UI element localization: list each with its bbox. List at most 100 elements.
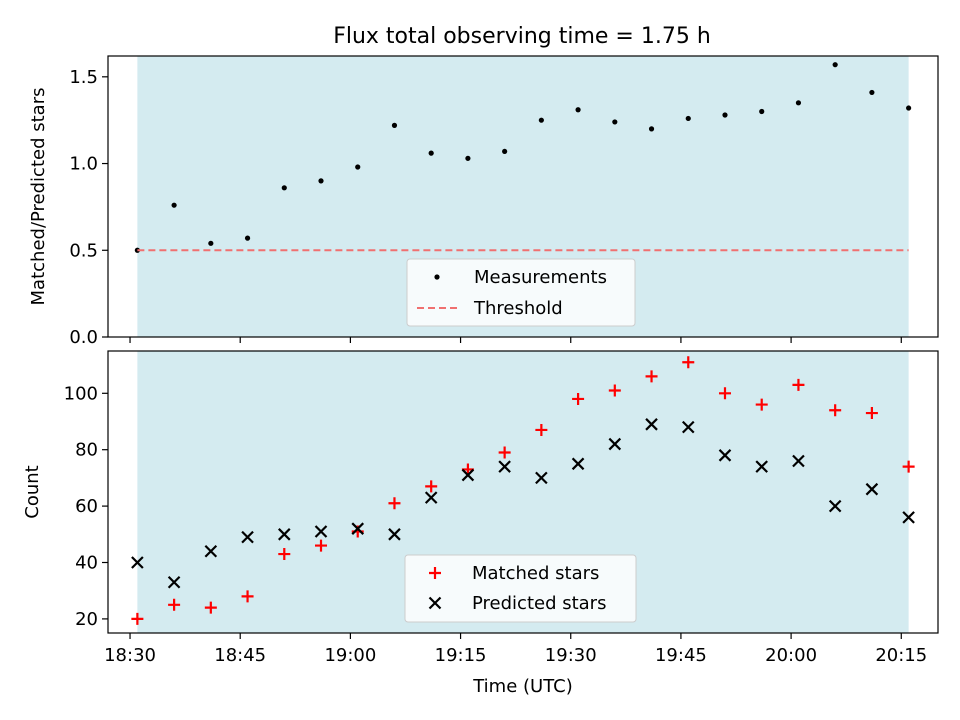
- chart-title: Flux total observing time = 1.75 h: [333, 24, 711, 49]
- matched-starspoint: [755, 398, 768, 411]
- predicted-starspoint: [718, 449, 732, 462]
- predicted-starspoint: [571, 457, 585, 471]
- measurementspoint: [795, 100, 802, 106]
- measurementspoint: [428, 150, 434, 156]
- top-legend: Measurements Threshold: [406, 258, 636, 327]
- matched-starspoint: [682, 356, 695, 369]
- measurementspoint: [465, 155, 471, 161]
- matched-starspoint: [131, 612, 144, 625]
- predicted-starspoint: [498, 460, 511, 473]
- predicted-starspoint: [535, 471, 548, 485]
- measurementspoint: [832, 62, 838, 68]
- legend-marker-measurements: [434, 274, 440, 280]
- x-tick-label: 19:00: [324, 645, 376, 666]
- measurementspoint: [722, 112, 728, 118]
- measurementspoint: [538, 117, 544, 123]
- x-tick-label: 19:15: [435, 645, 487, 666]
- measurementspoint: [208, 240, 214, 246]
- matched-starspoint: [865, 407, 878, 420]
- predicted-starspoint: [314, 525, 328, 538]
- measurementspoint: [759, 108, 765, 115]
- measurementspoint: [391, 122, 398, 128]
- bottom-series-layer: [131, 356, 915, 625]
- predicted-starspoint: [461, 468, 475, 482]
- matched-starspoint: [388, 497, 401, 510]
- bottom-y-axis: 20 40 60 80 100: [64, 383, 108, 630]
- predicted-starspoint: [608, 437, 622, 451]
- predicted-starspoint: [351, 522, 365, 535]
- predicted-starspoint: [131, 556, 144, 569]
- matched-starspoint: [168, 598, 181, 611]
- matched-starspoint: [535, 423, 548, 436]
- matched-starspoint: [902, 460, 915, 473]
- predicted-starspoint: [278, 528, 291, 541]
- y-tick-label: 1.0: [69, 154, 98, 175]
- bottom-legend: Matched stars Predicted stars: [404, 554, 637, 623]
- legend-label-predicted: Predicted stars: [472, 593, 606, 614]
- measurementspoint: [869, 89, 875, 96]
- top-y-axis: 0.0 0.5 1.0 1.5: [69, 67, 108, 348]
- matched-starspoint: [278, 548, 291, 561]
- x-tick-label: 19:45: [655, 645, 707, 666]
- x-tick-label: 18:45: [214, 645, 266, 666]
- measurementspoint: [685, 115, 691, 122]
- top-series-layer: [134, 62, 912, 253]
- measurementspoint: [281, 185, 287, 191]
- legend-label-matched: Matched stars: [472, 563, 599, 584]
- predicted-starspoint: [865, 482, 879, 496]
- predicted-starspoint: [167, 575, 181, 589]
- measurementspoint: [244, 235, 251, 241]
- y-tick-label: 20: [75, 609, 98, 630]
- matched-starspoint: [204, 601, 217, 614]
- measurementspoint: [502, 148, 508, 155]
- y-tick-label: 80: [75, 440, 98, 461]
- matched-starspoint: [498, 446, 511, 459]
- y-tick-label: 1.5: [69, 67, 98, 88]
- bottom-x-axis: 18:30 18:45 19:00 19:15 19:30 19:45 20:00 20:15: [104, 633, 927, 666]
- bottom-panel: 20 40 60 80 100 18:30 18:45 19:00 19:15 19:30 19:…: [22, 350, 939, 697]
- y-tick-label: 40: [75, 553, 98, 574]
- matched-starspoint: [315, 539, 328, 552]
- predicted-starspoint: [388, 528, 401, 541]
- bottom-y-axis-label: Count: [22, 465, 43, 518]
- bottom-legend-box: [404, 554, 637, 623]
- y-tick-label: 60: [75, 496, 98, 517]
- predicted-starspoint: [645, 418, 658, 431]
- measurementspoint: [612, 119, 618, 125]
- predicted-starspoint: [204, 544, 218, 558]
- y-tick-label: 0.0: [69, 327, 98, 348]
- legend-label-measurements: Measurements: [474, 267, 607, 288]
- legend-plus-marker: [429, 567, 441, 579]
- predicted-starspoint: [681, 420, 695, 434]
- top-legend-box: [406, 258, 636, 327]
- measurementspoint: [575, 107, 581, 113]
- predicted-starspoint: [755, 460, 768, 473]
- x-tick-label: 19:30: [545, 645, 597, 666]
- legend-x-marker: [428, 596, 442, 610]
- measurementspoint: [171, 202, 177, 208]
- matched-starspoint: [425, 480, 438, 493]
- top-panel: 0.0 0.5 1.0 1.5 Matched/Predicted stars Mea…: [28, 55, 939, 348]
- top-x-axis: [129, 337, 902, 343]
- matched-starspoint: [461, 463, 474, 476]
- matched-starspoint: [608, 384, 621, 397]
- top-axes-frame: [107, 55, 939, 338]
- measurementspoint: [355, 164, 361, 170]
- x-axis-label: Time (UTC): [472, 676, 573, 697]
- predicted-starspoint: [828, 499, 842, 513]
- predicted-starspoint: [241, 530, 254, 544]
- predicted-starspoint: [792, 454, 805, 468]
- y-tick-label: 100: [64, 383, 98, 404]
- top-y-axis-label: Matched/Predicted stars: [28, 88, 49, 306]
- measurementspoint: [318, 178, 324, 184]
- bottom-axes-frame: [107, 350, 939, 634]
- y-tick-label: 0.5: [69, 240, 98, 261]
- legend-marker-predicted: [428, 596, 442, 610]
- legend-marker-matched: [429, 567, 441, 579]
- legend-label-threshold: Threshold: [473, 298, 563, 319]
- predicted-starspoint: [902, 511, 915, 524]
- measurementspoint: [906, 105, 912, 111]
- x-tick-label: 20:00: [765, 645, 817, 666]
- matched-starspoint: [829, 404, 842, 417]
